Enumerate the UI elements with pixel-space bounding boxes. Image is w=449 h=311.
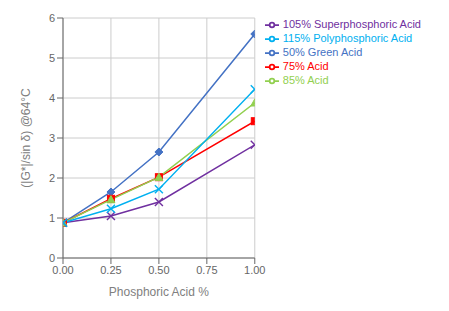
svg-text:3: 3 [49,132,55,144]
html-text:50% Green Acid: 50% Green Acid [282,46,363,59]
svg-text:2: 2 [49,172,55,184]
svg-text:Phosphoric Acid %: Phosphoric Acid % [109,285,209,299]
svg-text:5: 5 [49,52,55,64]
html-text:115% Polyphosphoric Acid: 115% Polyphosphoric Acid [282,32,413,45]
svg-text:(|G*|/sin δ) @64°C: (|G*|/sin δ) @64°C [19,88,33,188]
svg-text:0: 0 [49,252,55,264]
html-text:105% Superphosphoric Acid: 105% Superphosphoric Acid [282,18,421,30]
html-text:85% Acid: 85% Acid [282,74,329,87]
svg-text:0.00: 0.00 [52,264,73,276]
svg-text:0.50: 0.50 [148,264,169,276]
svg-text:0.25: 0.25 [100,264,121,276]
svg-text:1: 1 [49,212,55,224]
svg-text:6: 6 [49,12,55,24]
html-text:75% Acid: 75% Acid [282,60,329,73]
svg-text:4: 4 [49,92,55,104]
svg-text:0.75: 0.75 [196,264,217,276]
svg-text:1.00: 1.00 [244,264,265,276]
